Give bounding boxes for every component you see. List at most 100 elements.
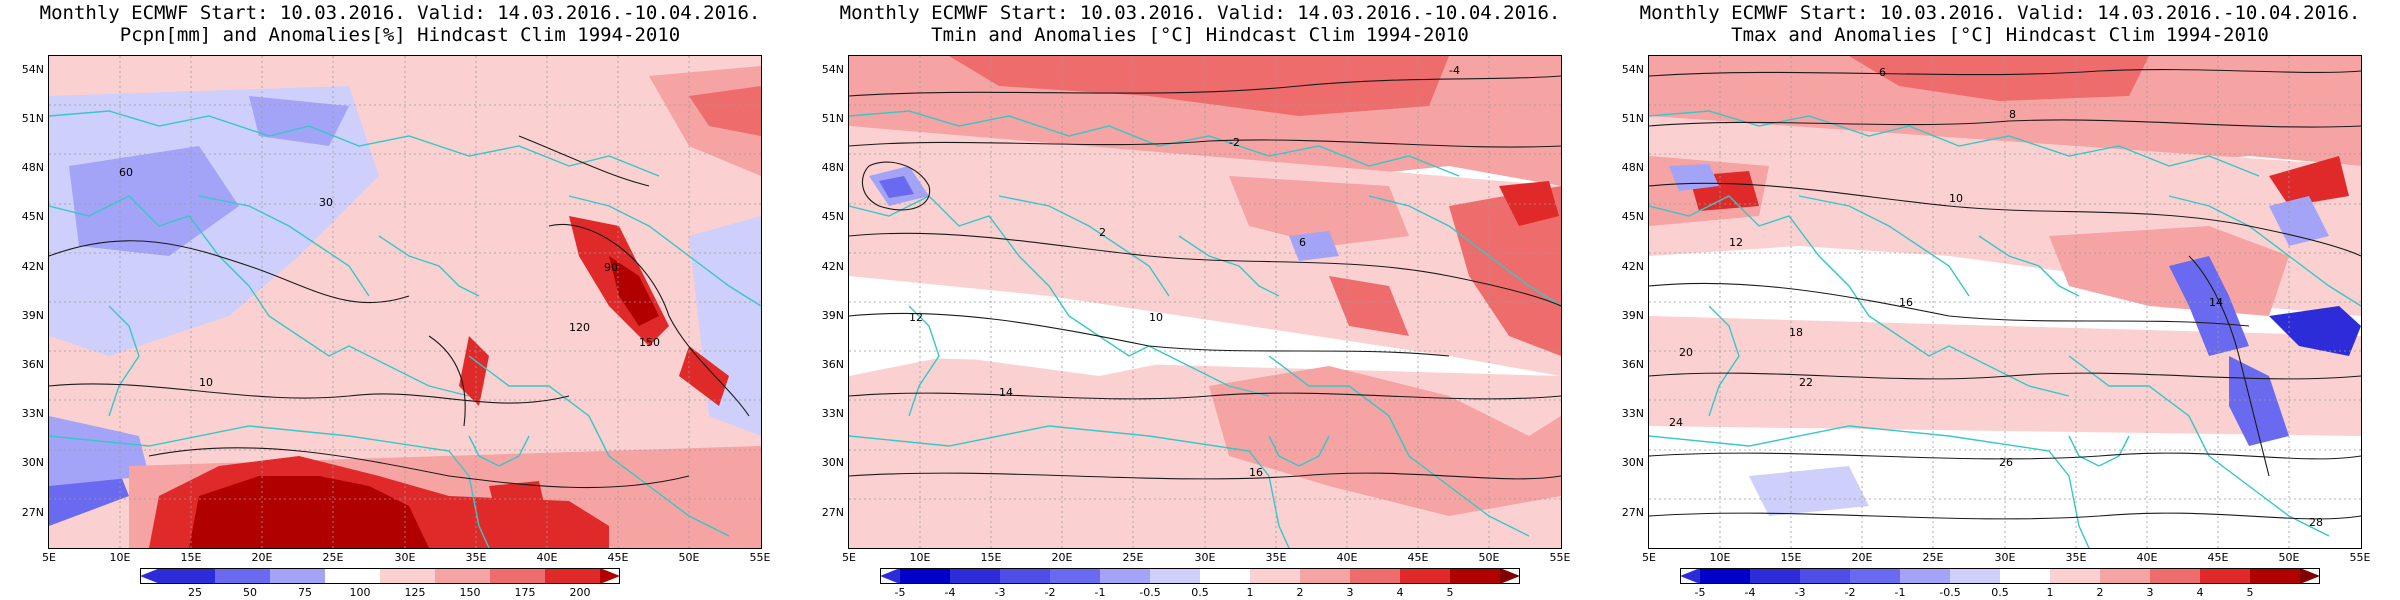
anomaly-region — [69, 146, 239, 256]
coastline — [1649, 110, 2361, 548]
contour-label: 30 — [319, 196, 333, 209]
colorbar-label: -1 — [1094, 586, 1106, 599]
lon-label: 55E — [2349, 551, 2371, 564]
panel-title-line1: Monthly ECMWF Start: 10.03.2016. Valid: … — [839, 2, 1561, 24]
colorbar-label: -0.5 — [1139, 586, 1161, 599]
lon-label: 30E — [1194, 551, 1216, 564]
map-tmin[interactable]: -4 -2 2 6 10 12 14 16 — [848, 55, 1562, 549]
contour-label: 10 — [1149, 311, 1163, 324]
colorbar — [880, 568, 1520, 584]
contour-label: 14 — [2209, 296, 2223, 309]
lat-label: 45N — [21, 210, 44, 223]
anomaly-region — [1499, 181, 1559, 226]
lon-label: 20E — [1851, 551, 1873, 564]
anomaly-region — [849, 276, 1199, 376]
lat-label: 51N — [21, 112, 44, 125]
lat-label: 27N — [1621, 506, 1644, 519]
colorbar-label: 50 — [243, 586, 257, 599]
contour-label: 16 — [1249, 466, 1263, 479]
colorbar-label: 4 — [1396, 586, 1404, 599]
colorbar-label: -2 — [1044, 586, 1056, 599]
map-tmax[interactable]: 6 8 10 12 14 16 18 20 22 24 26 28 — [1648, 55, 2362, 549]
contour-label: -4 — [1449, 64, 1460, 77]
lon-label: 20E — [1051, 551, 1073, 564]
contour-label: 2 — [1099, 226, 1106, 239]
lon-label: 45E — [607, 551, 629, 564]
colorbar-label: 5 — [2246, 586, 2254, 599]
coastline — [849, 110, 1561, 548]
lon-label: 30E — [394, 551, 416, 564]
lat-label: 48N — [1621, 161, 1644, 174]
colorbar-label: 5 — [1446, 586, 1454, 599]
anomaly-region — [2269, 306, 2361, 356]
contour-label: 150 — [639, 336, 660, 349]
lat-label: 51N — [821, 112, 844, 125]
lon-label: 35E — [2065, 551, 2087, 564]
contour-lines — [49, 135, 750, 489]
anomaly-region — [1849, 56, 2149, 101]
lat-label: 48N — [821, 161, 844, 174]
anomaly-region — [1229, 176, 1409, 246]
anomaly-region — [2049, 226, 2289, 316]
colorbar-label: -2 — [1844, 586, 1856, 599]
map-canvas: -4 -2 2 6 10 12 14 16 — [849, 56, 1561, 548]
lat-label: 30N — [1621, 456, 1644, 469]
contour-label: 12 — [909, 311, 923, 324]
lat-label: 36N — [821, 358, 844, 371]
contour-label: 26 — [1999, 456, 2013, 469]
lon-label: 35E — [1265, 551, 1287, 564]
panel-title-line1: Monthly ECMWF Start: 10.03.2016. Valid: … — [39, 2, 761, 24]
anomaly-region — [1749, 466, 1869, 516]
lat-label: 39N — [1621, 309, 1644, 322]
lon-label: 15E — [1780, 551, 1802, 564]
map-precipitation[interactable]: 60 30 90 150 120 10 — [48, 55, 762, 549]
lat-label: 27N — [21, 506, 44, 519]
lat-label: 30N — [821, 456, 844, 469]
lon-label: 35E — [465, 551, 487, 564]
colorbar-label: 150 — [459, 586, 481, 599]
lon-label: 45E — [1407, 551, 1429, 564]
colorbar-label: 25 — [188, 586, 202, 599]
lat-label: 42N — [21, 260, 44, 273]
contour-label: 16 — [1899, 296, 1913, 309]
lon-label: 25E — [1922, 551, 1944, 564]
lon-label: 10E — [1709, 551, 1731, 564]
anomaly-region — [489, 481, 549, 526]
lon-label: 10E — [109, 551, 131, 564]
lon-label: 25E — [322, 551, 344, 564]
lat-label: 27N — [821, 506, 844, 519]
lat-label: 54N — [821, 63, 844, 76]
lat-label: 42N — [821, 260, 844, 273]
colorbar-label: 200 — [569, 586, 591, 599]
lat-label: 51N — [1621, 112, 1644, 125]
anomaly-region — [459, 336, 489, 406]
lat-label: 48N — [21, 161, 44, 174]
colorbar-label: -4 — [1744, 586, 1756, 599]
lon-label: 25E — [1122, 551, 1144, 564]
contour-label: 60 — [119, 166, 133, 179]
lon-label: 40E — [2136, 551, 2158, 564]
colorbar-label: 1 — [1246, 586, 1254, 599]
contour-label: -2 — [1229, 136, 1240, 149]
colorbar-label: 0.5 — [1191, 586, 1209, 599]
colorbar-label: -1 — [1894, 586, 1906, 599]
colorbar — [1680, 568, 2320, 584]
panel-title-line2: Tmin and Anomalies [°C] Hindcast Clim 19… — [931, 24, 1469, 46]
panel-tmax: Monthly ECMWF Start: 10.03.2016. Valid: … — [1600, 0, 2400, 600]
colorbar-label: -0.5 — [1939, 586, 1961, 599]
lon-label: 15E — [980, 551, 1002, 564]
lon-label: 10E — [909, 551, 931, 564]
anomaly-region — [1449, 186, 1561, 356]
colorbar-label: -3 — [1794, 586, 1806, 599]
lon-label: 55E — [749, 551, 771, 564]
anomaly-region — [679, 346, 729, 406]
lon-label: 5E — [1642, 551, 1656, 564]
panel-tmin: Monthly ECMWF Start: 10.03.2016. Valid: … — [800, 0, 1600, 600]
map-canvas: 60 30 90 150 120 10 — [49, 56, 761, 548]
contour-label: 6 — [1299, 236, 1306, 249]
colorbar-label: 3 — [1346, 586, 1354, 599]
lat-label: 33N — [821, 407, 844, 420]
lat-label: 33N — [21, 407, 44, 420]
panel-title-line2: Pcpn[mm] and Anomalies[%] Hindcast Clim … — [119, 24, 681, 46]
contour-label: 90 — [604, 261, 618, 274]
